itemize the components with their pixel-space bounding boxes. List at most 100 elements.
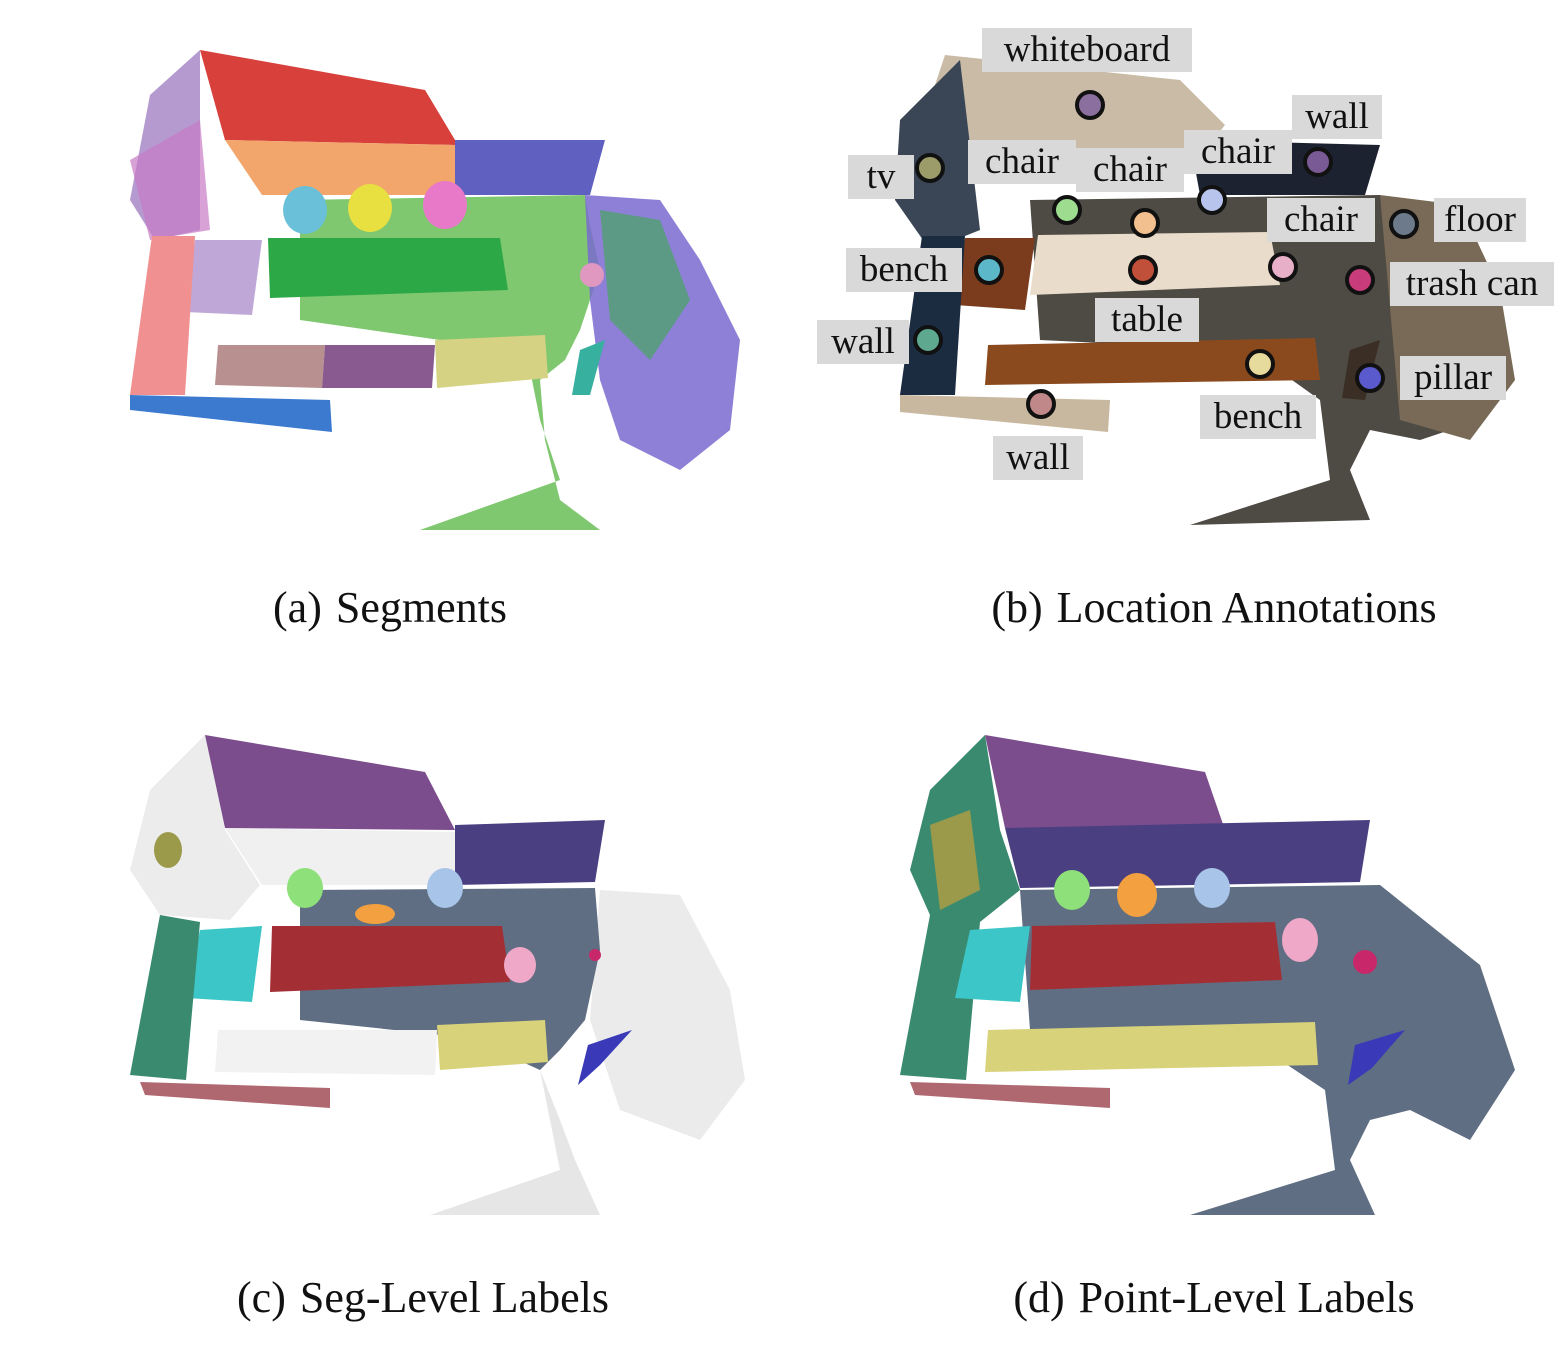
annotation-label-text: chair [985, 141, 1059, 182]
annotation-wall: wall [1292, 95, 1382, 177]
annotation-dot [1052, 195, 1082, 225]
caption-d-tag: (d) [1013, 1273, 1065, 1322]
label-wall-teal [900, 735, 1020, 1080]
annotation-label-text: chair [1284, 199, 1358, 240]
unlabeled-wall [225, 828, 455, 885]
annotation-chair: chair [968, 140, 1082, 225]
seg-bench-1 [215, 345, 325, 388]
label-bench-yellow [985, 1022, 1318, 1072]
caption-d-title: Point-Level Labels [1078, 1273, 1415, 1322]
caption-c-title: Seg-Level Labels [299, 1273, 609, 1322]
annotation-label-text: bench [1214, 396, 1303, 437]
label-chair-green [1054, 870, 1090, 910]
label-trash-can [589, 949, 601, 961]
panel-d-point-level-labels: (d) Point-Level Labels [780, 690, 1564, 1352]
annotation-dot [1355, 363, 1385, 393]
label-chair-pink [1282, 918, 1318, 962]
seg-trash-can [580, 263, 604, 287]
caption-a: (a) Segments [0, 582, 780, 633]
scene-wall-bottom [900, 395, 1110, 432]
annotation-label-box [1292, 95, 1382, 139]
seg-mosaic-left [130, 120, 210, 240]
label-pillar [578, 1030, 632, 1085]
scene-wall-back [920, 55, 1225, 150]
annotation-dot [1345, 265, 1375, 295]
annotation-label-box [1267, 198, 1375, 242]
annotation-dot [1268, 252, 1298, 282]
annotation-wall: wall [817, 320, 943, 364]
caption-b-tag: (b) [991, 583, 1043, 632]
annotation-table: table [1095, 255, 1199, 342]
seg-chair-2 [348, 184, 392, 232]
annotation-bench: bench [846, 248, 1004, 292]
label-table [1030, 922, 1282, 990]
annotation-label-text: tv [867, 156, 896, 197]
unlabeled-bench [215, 1030, 437, 1075]
panel-a-segments: (a) Segments [0, 0, 780, 660]
annotation-label-box [1434, 198, 1526, 242]
annotation-dot [915, 153, 945, 183]
annotation-label-box [1076, 148, 1184, 192]
label-wall-slate [1005, 820, 1370, 888]
annotation-chair: chair [1184, 130, 1292, 215]
panel-c-seg-level-labels: (c) Seg-Level Labels [0, 690, 780, 1352]
label-chair-blue [427, 868, 463, 908]
annotation-dot [1389, 209, 1419, 239]
label-bench-yellow [437, 1020, 548, 1070]
annotation-dot [974, 255, 1004, 285]
annotation-label-text: bench [860, 249, 949, 290]
label-wall-rose [140, 1082, 330, 1108]
caption-b: (b) Location Annotations [780, 582, 1564, 633]
annotation-label-text: wall [831, 321, 895, 362]
label-wall-rose [910, 1082, 1110, 1108]
label-wall-teal [130, 915, 200, 1080]
label-chair-pink [504, 947, 536, 983]
annotation-label-box [817, 320, 909, 364]
annotation-chair: chair [1267, 198, 1375, 282]
annotation-label-text: trash can [1406, 263, 1539, 304]
annotation-trash-can: trash can [1345, 262, 1554, 306]
segments-render [130, 50, 740, 530]
annotation-dot [1197, 185, 1227, 215]
seg-chair-3 [423, 181, 467, 229]
seg-bench-3 [435, 335, 548, 388]
seg-wall-pink [130, 236, 195, 395]
seg-fringe-2 [600, 210, 690, 360]
annotation-bench: bench [1200, 349, 1316, 439]
annotation-label-box [982, 28, 1192, 72]
annotation-label-box [1095, 298, 1199, 342]
label-wall-slate [455, 820, 605, 885]
seg-table [268, 238, 508, 298]
annotation-label-box [993, 436, 1083, 480]
label-whiteboard [205, 735, 455, 830]
scene-wall-left [895, 60, 980, 250]
seg-bench-left [185, 240, 262, 315]
annotation-dot [1130, 208, 1160, 238]
annotation-dot [1245, 349, 1275, 379]
caption-a-title: Segments [335, 583, 507, 632]
label-bench-cyan [955, 926, 1030, 1002]
label-tv [154, 832, 182, 868]
annotation-label-text: wall [1305, 96, 1369, 137]
annotation-label-box [1184, 130, 1292, 174]
seg-wall-orange [225, 140, 455, 195]
annotation-whiteboard: whiteboard [982, 28, 1192, 120]
annotation-dot [913, 325, 943, 355]
annotation-label-box [1390, 262, 1554, 306]
seg-whiteboard [200, 50, 455, 145]
point-level-render [900, 735, 1515, 1215]
annotation-tv: tv [848, 153, 945, 199]
annotation-label-box [1400, 356, 1506, 400]
annotation-dot [1303, 147, 1333, 177]
caption-a-tag: (a) [273, 583, 322, 632]
annotation-dot [1026, 389, 1056, 419]
annotation-label-text: table [1111, 299, 1183, 340]
annotation-wall: wall [993, 389, 1083, 480]
label-whiteboard [985, 735, 1225, 830]
caption-c: (c) Seg-Level Labels [0, 1272, 846, 1323]
label-chair-orange [355, 904, 395, 924]
label-trash-can [1353, 950, 1377, 974]
seg-level-render [130, 735, 745, 1215]
unlabeled-corridor [430, 1070, 600, 1215]
